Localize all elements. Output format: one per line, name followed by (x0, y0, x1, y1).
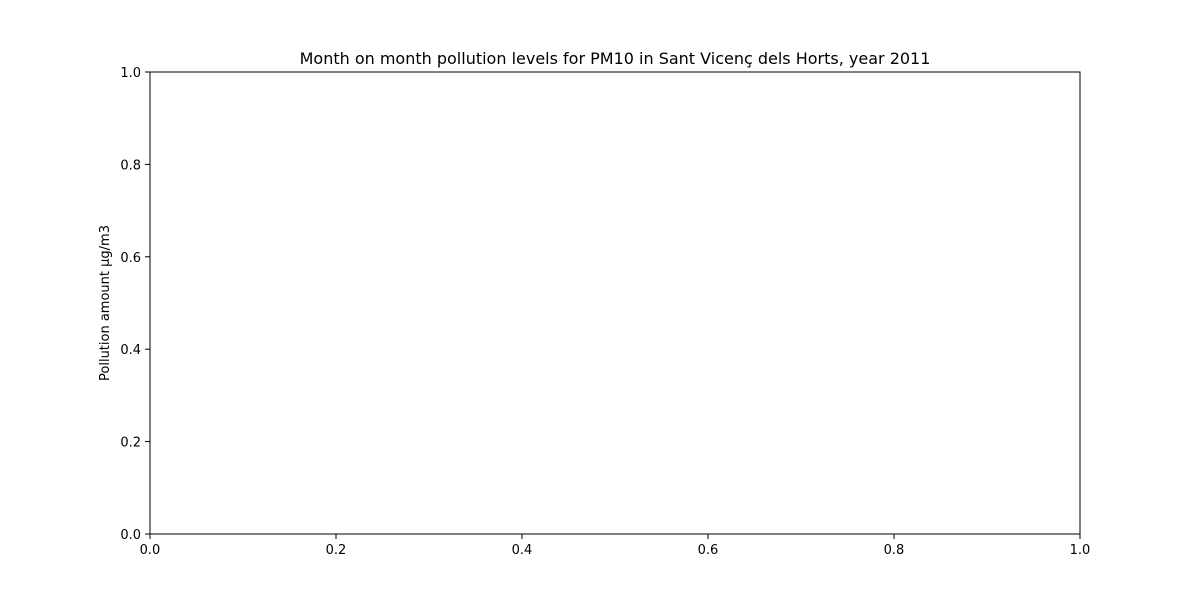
axes-frame (149, 71, 1081, 535)
x-tick-label: 0.2 (326, 543, 347, 558)
y-axis-label: Pollution amount µg/m3 (98, 225, 113, 381)
y-tick-label: 0.2 (120, 436, 141, 451)
x-tick-label: 0.6 (698, 543, 719, 558)
x-axis-ticks: 0.0 0.2 0.4 0.6 0.8 1.0 (140, 534, 1091, 558)
y-tick-label: 0.6 (120, 251, 141, 266)
y-tick-label: 0.4 (120, 343, 141, 358)
y-tick-label: 0.0 (120, 528, 141, 543)
chart-title: Month on month pollution levels for PM10… (300, 49, 931, 68)
y-tick-label: 0.8 (120, 158, 141, 173)
x-tick-label: 0.0 (140, 543, 161, 558)
y-tick-label: 1.0 (120, 66, 141, 81)
x-tick-label: 0.4 (512, 543, 533, 558)
y-axis-ticks: 0.0 0.2 0.4 0.6 0.8 1.0 (120, 66, 150, 543)
x-tick-label: 1.0 (1070, 543, 1091, 558)
x-tick-label: 0.8 (884, 543, 905, 558)
